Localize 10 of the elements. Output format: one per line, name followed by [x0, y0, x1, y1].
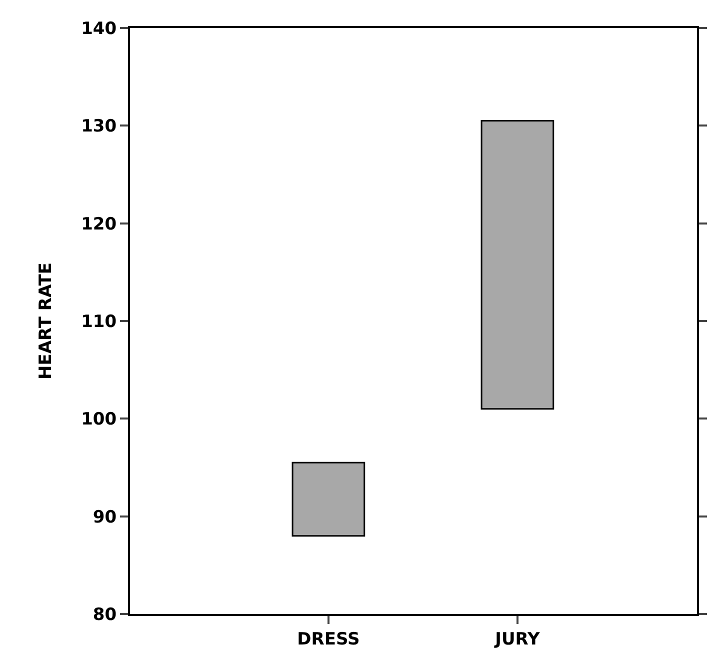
- y-tick-label: 140: [81, 18, 117, 39]
- y-tick-label: 110: [81, 312, 117, 332]
- y-axis-title: HEART RATE: [36, 262, 56, 380]
- y-tick-label: 130: [81, 116, 117, 137]
- x-tick-label: DRESS: [297, 629, 360, 650]
- y-tick-label: 120: [81, 214, 117, 234]
- y-tick-label: 90: [92, 507, 117, 528]
- y-tick-label: 80: [92, 604, 117, 625]
- y-tick-label: 100: [81, 410, 117, 430]
- x-tick-label: JURY: [494, 629, 540, 650]
